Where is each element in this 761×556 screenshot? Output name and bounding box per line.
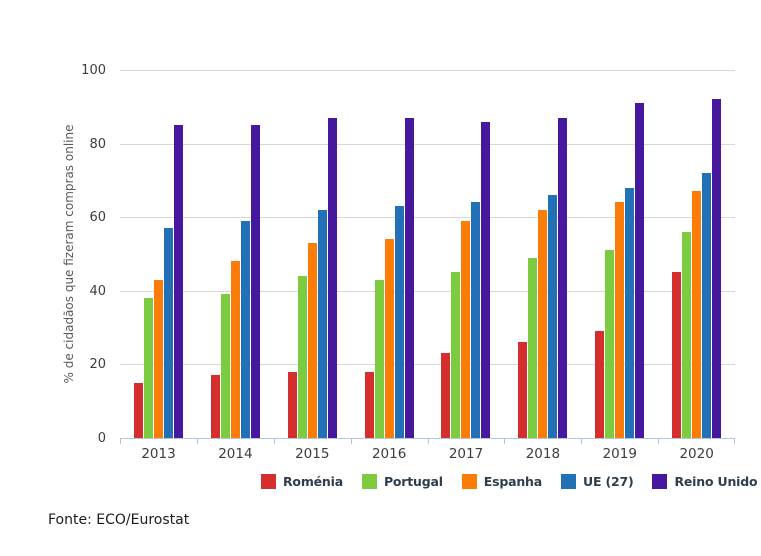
bar-2019-portugal	[605, 250, 615, 438]
legend-item-espanha[interactable]: Espanha	[461, 474, 542, 489]
bar-2013-espanha	[153, 279, 163, 438]
bar-2020-romenia	[672, 272, 682, 438]
bar-2015-espanha	[307, 242, 317, 438]
y-tick-label-20: 20	[89, 357, 106, 373]
legend-item-reino-unido[interactable]: Reino Unido	[652, 474, 758, 489]
x-axis-tick	[196, 439, 198, 444]
legend-swatch-romenia	[261, 474, 276, 489]
x-axis-tick	[581, 439, 583, 444]
bar-2018-portugal	[528, 257, 538, 438]
x-axis-tick	[504, 439, 506, 444]
legend-swatch-espanha	[461, 474, 477, 489]
y-axis-title: % de cidadãos que fizeram compras online	[62, 124, 76, 384]
legend-label-espanha: Espanha	[483, 474, 542, 489]
bar-2013-romenia	[133, 382, 143, 438]
legend-swatch-reino-unido	[652, 474, 668, 489]
y-tick-label-100: 100	[81, 63, 106, 78]
legend-label-portugal: Portugal	[383, 474, 443, 489]
legend-label-ue-27: UE (27)	[583, 474, 634, 489]
x-axis-tick	[120, 439, 121, 444]
x-axis-tick	[273, 439, 275, 444]
x-tick-label-2017: 2017	[448, 446, 484, 462]
gridline-20	[120, 364, 735, 366]
bar-2016-romenia	[364, 371, 374, 438]
bar-2015-romenia	[287, 371, 297, 438]
bar-2018-espanha	[538, 209, 548, 438]
legend-item-romenia[interactable]: Roménia	[261, 474, 343, 489]
x-tick-label-2018: 2018	[525, 446, 561, 462]
bar-2016-espanha	[384, 239, 394, 438]
legend-label-romenia: Roménia	[283, 474, 343, 489]
gridline-80	[120, 143, 735, 145]
legend-label-reino-unido: Reino Unido	[674, 474, 758, 489]
bar-2016-ue-27	[394, 206, 404, 438]
x-tick-label-2020: 2020	[679, 446, 714, 462]
bar-2013-reino-unido	[173, 125, 183, 438]
bar-2019-romenia	[595, 331, 605, 438]
x-tick-label-2015: 2015	[295, 446, 330, 462]
legend-item-portugal[interactable]: Portugal	[361, 474, 443, 489]
bar-2014-reino-unido	[250, 125, 260, 438]
bar-2014-romenia	[210, 375, 220, 438]
x-axis-tick	[350, 439, 352, 444]
x-tick-label-2019: 2019	[602, 446, 637, 462]
gridline-100	[120, 70, 735, 71]
bar-2017-reino-unido	[481, 121, 491, 438]
y-tick-label-60: 60	[89, 210, 106, 226]
bar-2019-ue-27	[625, 187, 635, 438]
bar-2015-portugal	[297, 276, 307, 438]
bar-2020-portugal	[682, 231, 692, 438]
bar-2017-espanha	[461, 220, 471, 438]
bar-2013-portugal	[143, 298, 153, 438]
bar-2020-espanha	[692, 191, 702, 438]
legend-item-ue-27[interactable]: UE (27)	[561, 474, 634, 489]
x-axis-line	[120, 438, 735, 439]
x-axis-tick	[734, 439, 735, 444]
bar-2020-reino-unido	[712, 99, 722, 438]
legend-swatch-ue-27	[561, 474, 576, 489]
gridline-40	[120, 290, 735, 292]
bar-2016-portugal	[374, 279, 384, 438]
bar-2019-espanha	[615, 202, 625, 438]
bar-2020-ue-27	[702, 173, 712, 438]
bar-2018-reino-unido	[558, 117, 568, 438]
x-axis-tick	[658, 439, 660, 444]
bar-2018-romenia	[518, 342, 528, 438]
legend-swatch-portugal	[361, 474, 377, 489]
y-tick-label-0: 0	[97, 431, 106, 446]
legend: Roménia Portugal Espanha UE (27) Reino Unido	[261, 474, 758, 489]
y-tick-label-40: 40	[89, 283, 106, 299]
gridline-60	[120, 217, 735, 219]
bar-2015-reino-unido	[327, 117, 337, 438]
bar-2019-reino-unido	[635, 103, 645, 438]
bar-2017-ue-27	[471, 202, 481, 438]
bar-2014-portugal	[220, 294, 230, 438]
bar-2018-ue-27	[548, 195, 558, 438]
source-note: Fonte: ECO/Eurostat	[48, 512, 190, 528]
bar-2016-reino-unido	[404, 117, 414, 438]
y-tick-label-80: 80	[89, 136, 106, 152]
bar-2017-portugal	[451, 272, 461, 438]
x-tick-label-2014: 2014	[218, 446, 253, 462]
bar-2014-ue-27	[240, 220, 250, 438]
x-axis-tick	[427, 439, 429, 444]
bar-2014-espanha	[230, 261, 240, 438]
x-tick-label-2016: 2016	[371, 446, 407, 462]
bar-2015-ue-27	[317, 209, 327, 438]
bar-2013-ue-27	[163, 228, 173, 438]
x-tick-label-2013: 2013	[141, 446, 176, 462]
plot-area	[120, 70, 735, 444]
bar-2017-romenia	[441, 353, 451, 438]
